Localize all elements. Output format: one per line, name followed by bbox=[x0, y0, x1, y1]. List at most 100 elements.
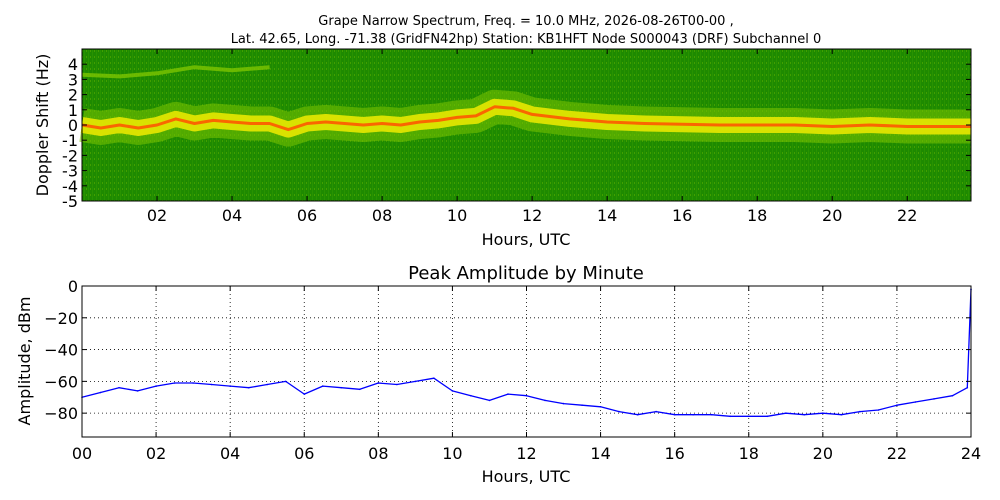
amplitude-point bbox=[636, 413, 639, 416]
figure-title-line1: Grape Narrow Spectrum, Freq. = 10.0 MHz,… bbox=[318, 14, 733, 29]
spectrogram-x-ticks: 02 04 06 08 10 12 14 16 18 20 22 bbox=[147, 49, 917, 225]
amplitude-point bbox=[284, 380, 287, 383]
spectrogram-y-tick-label: -1 bbox=[62, 131, 78, 150]
amplitude-x-tick-label: 14 bbox=[590, 444, 610, 463]
amplitude-panel: Peak Amplitude by Minute 0 −20 −40 −60 −80 0… bbox=[15, 263, 981, 486]
amplitude-plot-area bbox=[82, 286, 971, 437]
spectrogram-x-tick-label: 08 bbox=[372, 206, 392, 225]
doppler-peak-trace bbox=[81, 105, 971, 132]
amplitude-y-tick-label: −20 bbox=[44, 309, 78, 328]
amplitude-x-tick-label: 10 bbox=[442, 444, 462, 463]
amplitude-x-tick-label: 08 bbox=[368, 444, 388, 463]
amplitude-x-tick-label: 04 bbox=[220, 444, 240, 463]
amplitude-point bbox=[488, 399, 491, 402]
amplitude-marks bbox=[81, 288, 972, 418]
amplitude-point bbox=[118, 386, 120, 389]
amplitude-y-tick-label: −80 bbox=[44, 404, 78, 423]
amplitude-point bbox=[544, 399, 546, 402]
spectrogram-x-axis-label: Hours, UTC bbox=[482, 230, 571, 249]
amplitude-point bbox=[785, 412, 787, 415]
spectrogram-x-tick-label: 06 bbox=[297, 206, 317, 225]
amplitude-point bbox=[618, 410, 620, 413]
figure-title-line2: Lat. 42.65, Long. -71.38 (GridFN42hp) St… bbox=[231, 32, 822, 47]
spectrogram-x-tick-label: 02 bbox=[147, 206, 167, 225]
amplitude-point bbox=[914, 401, 917, 403]
amplitude-point bbox=[155, 385, 157, 387]
spectrogram-y-tick-label: 3 bbox=[68, 70, 78, 89]
amplitude-x-tick-label: 20 bbox=[813, 444, 833, 463]
spectrogram-x-tick-label: 16 bbox=[672, 206, 692, 225]
spectrogram-y-tick-label: 2 bbox=[68, 86, 78, 105]
amplitude-point bbox=[859, 410, 861, 413]
amplitude-point bbox=[470, 394, 472, 397]
spectrogram-y-tick-label: -5 bbox=[62, 192, 78, 211]
amplitude-x-axis-label: Hours, UTC bbox=[482, 467, 571, 486]
amplitude-point bbox=[562, 402, 565, 405]
amplitude-point bbox=[229, 385, 231, 387]
spectrogram-y-axis-label: Doppler Shift (Hz) bbox=[33, 54, 52, 197]
amplitude-point bbox=[710, 413, 713, 416]
amplitude-point bbox=[173, 382, 176, 384]
amplitude-point bbox=[303, 393, 306, 395]
spectrogram-y-tick-label: 0 bbox=[68, 116, 78, 135]
spectrogram-y-tick-label: 1 bbox=[68, 101, 78, 120]
amplitude-x-ticks: 00 02 04 06 08 10 12 14 16 18 20 22 24 bbox=[72, 286, 981, 463]
amplitude-point bbox=[966, 386, 969, 389]
amplitude-point bbox=[655, 410, 657, 413]
amplitude-point bbox=[266, 383, 269, 386]
amplitude-point bbox=[396, 383, 398, 386]
spectrogram-x-tick-label: 04 bbox=[222, 206, 242, 225]
amplitude-x-tick-label: 06 bbox=[294, 444, 314, 463]
spectrogram-x-tick-label: 18 bbox=[747, 206, 767, 225]
amplitude-point bbox=[822, 412, 824, 415]
amplitude-point bbox=[451, 390, 454, 392]
spectrogram-y-tick-label: -4 bbox=[62, 177, 78, 196]
amplitude-y-ticks: 0 −20 −40 −60 −80 bbox=[44, 277, 971, 423]
amplitude-point bbox=[581, 404, 583, 407]
amplitude-point bbox=[322, 385, 324, 387]
amplitude-y-tick-label: 0 bbox=[68, 277, 78, 296]
amplitude-point bbox=[525, 394, 528, 397]
amplitude-point bbox=[99, 391, 102, 394]
spectrogram-y-tick-label: -2 bbox=[62, 146, 78, 165]
amplitude-x-tick-label: 16 bbox=[664, 444, 684, 463]
amplitude-x-tick-label: 18 bbox=[739, 444, 759, 463]
amplitude-point bbox=[192, 382, 194, 384]
amplitude-point bbox=[729, 415, 731, 418]
amplitude-point bbox=[433, 377, 435, 380]
amplitude-point bbox=[877, 409, 880, 411]
amplitude-point bbox=[210, 383, 213, 386]
amplitude-point bbox=[748, 415, 750, 418]
amplitude-point bbox=[136, 390, 139, 392]
amplitude-point bbox=[247, 386, 250, 389]
spectrogram-x-tick-label: 22 bbox=[897, 206, 917, 225]
amplitude-x-tick-label: 22 bbox=[887, 444, 907, 463]
amplitude-point bbox=[840, 413, 843, 416]
amplitude-series-line bbox=[81, 289, 972, 417]
spectrogram-y-tick-label: 4 bbox=[68, 55, 78, 74]
amplitude-y-tick-label: −60 bbox=[44, 372, 78, 391]
amplitude-point bbox=[766, 415, 769, 418]
spectrogram-y-tick-label: -3 bbox=[62, 162, 78, 181]
amplitude-point bbox=[377, 382, 380, 384]
amplitude-y-axis-label: Amplitude, dBm bbox=[15, 297, 34, 426]
amplitude-point bbox=[951, 394, 954, 397]
spectrogram-x-tick-label: 12 bbox=[522, 206, 542, 225]
amplitude-title: Peak Amplitude by Minute bbox=[408, 263, 644, 284]
spectrogram-marks bbox=[79, 65, 971, 147]
amplitude-point bbox=[599, 406, 602, 408]
spectrogram-x-tick-label: 14 bbox=[597, 206, 617, 225]
amplitude-point bbox=[414, 380, 417, 383]
amplitude-grid bbox=[82, 286, 971, 437]
spectrogram-x-tick-label: 10 bbox=[447, 206, 467, 225]
amplitude-point bbox=[803, 413, 806, 416]
amplitude-point bbox=[359, 388, 361, 391]
amplitude-x-tick-label: 24 bbox=[961, 444, 981, 463]
amplitude-point bbox=[896, 404, 898, 407]
amplitude-x-tick-label: 12 bbox=[516, 444, 536, 463]
amplitude-point bbox=[673, 413, 676, 416]
amplitude-y-tick-label: −40 bbox=[44, 341, 78, 360]
